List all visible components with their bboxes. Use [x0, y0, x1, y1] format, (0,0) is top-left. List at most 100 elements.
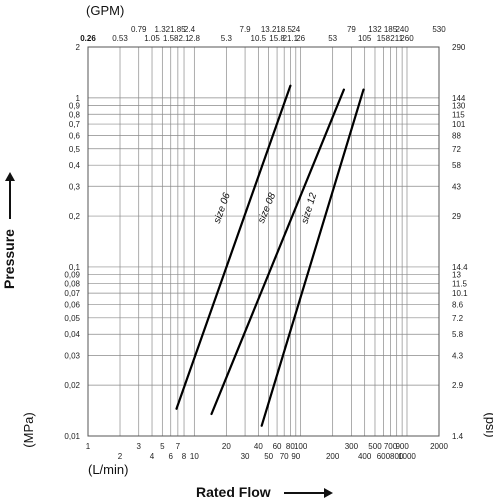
- y-tick-label-mpa: 0,08: [64, 279, 80, 288]
- x-tick-label-lmin: 8: [182, 452, 187, 461]
- x-tick-label-gpm: 18.5: [276, 25, 292, 34]
- y-tick-label-psi: 4.3: [452, 351, 464, 360]
- y-tick-label-psi: 144: [452, 94, 466, 103]
- y-tick-label-mpa: 0,9: [69, 102, 81, 111]
- x-tick-label-lmin: 800: [390, 452, 404, 461]
- y-tick-label-mpa: 0,09: [64, 271, 80, 280]
- y-tick-label-psi: 10.1: [452, 289, 468, 298]
- bottom-unit-label: (L/min): [88, 462, 128, 477]
- x-tick-label-lmin: 900: [395, 442, 409, 451]
- series-line-1: [175, 84, 292, 410]
- y-tick-label-psi: 43: [452, 182, 461, 191]
- plot-area: [88, 47, 439, 436]
- x-tick-label-gpm: 5.3: [221, 34, 233, 43]
- y-tick-label-mpa: 0,6: [69, 131, 81, 140]
- grid-layer: [88, 47, 439, 436]
- x-tick-label-lmin: 3: [137, 442, 142, 451]
- x-tick-label-lmin: 50: [264, 452, 273, 461]
- y-tick-label-psi: 7.2: [452, 314, 464, 323]
- x-tick-label-lmin: 7: [176, 442, 181, 451]
- y-tick-label-mpa: 0,1: [69, 263, 81, 272]
- y-tick-label-mpa: 0,05: [64, 314, 80, 323]
- x-tick-label-gpm: 53: [328, 34, 337, 43]
- y-tick-label-psi: 115: [452, 110, 465, 119]
- x-tick-label-gpm: 26: [296, 34, 305, 43]
- y-tick-label-psi: 8.6: [452, 300, 464, 309]
- left-unit-label: (MPa): [21, 412, 36, 447]
- y-tick-label-mpa: 0,02: [64, 381, 80, 390]
- y-axis-arrow: [5, 172, 15, 219]
- y-tick-label-psi: 14.4: [452, 263, 468, 272]
- x-tick-label-gpm: 105: [358, 34, 372, 43]
- series-line-3: [260, 88, 365, 427]
- x-tick-label-gpm: 24: [291, 25, 300, 34]
- y-tick-label-psi: 1.4: [452, 432, 464, 441]
- y-tick-label-mpa: 0,8: [69, 110, 81, 119]
- y-tick-label-psi: 88: [452, 131, 461, 140]
- y-tick-label-mpa: 0,06: [64, 300, 80, 309]
- x-tick-label-lmin: 30: [241, 452, 250, 461]
- x-tick-label-lmin: 600: [377, 452, 391, 461]
- x-tick-label-gpm: 158: [377, 34, 391, 43]
- x-tick-label-lmin: 60: [273, 442, 282, 451]
- y-tick-label-psi: 58: [452, 161, 461, 170]
- x-tick-label-gpm: 0.79: [131, 25, 147, 34]
- x-tick-label-lmin: 500: [368, 442, 382, 451]
- x-axis-title: Rated Flow: [196, 484, 271, 500]
- y-tick-label-mpa: 0,4: [69, 161, 81, 170]
- x-tick-label-lmin: 400: [358, 452, 372, 461]
- x-tick-label-gpm: 2.1: [178, 34, 190, 43]
- x-tick-label-gpm: 0.26: [80, 34, 96, 43]
- x-tick-label-gpm: 132: [368, 25, 382, 34]
- x-tick-label-gpm: 10.5: [251, 34, 267, 43]
- y-tick-label-mpa: 0,7: [69, 120, 81, 129]
- x-axis-arrow: [284, 488, 333, 498]
- x-tick-label-lmin: 5: [160, 442, 165, 451]
- x-tick-label-gpm: 2.4: [184, 25, 196, 34]
- x-tick-label-gpm: 0.53: [112, 34, 128, 43]
- y-tick-label-psi: 2.9: [452, 381, 464, 390]
- y-tick-label-mpa: 0,5: [69, 145, 81, 154]
- x-tick-label-lmin: 2000: [430, 442, 448, 451]
- x-tick-label-gpm: 211: [390, 34, 403, 43]
- x-tick-label-lmin: 2: [118, 452, 123, 461]
- y-tick-label-psi: 11.5: [452, 279, 468, 288]
- x-tick-label-lmin: 90: [291, 452, 300, 461]
- x-tick-label-gpm: 260: [400, 34, 414, 43]
- y-tick-label-mpa: 0,03: [64, 351, 80, 360]
- y-tick-label-psi: 72: [452, 145, 461, 154]
- x-tick-label-lmin: 10: [190, 452, 199, 461]
- y-tick-label-mpa: 0,04: [64, 330, 80, 339]
- y-tick-label-psi: 130: [452, 102, 466, 111]
- x-tick-label-lmin: 70: [280, 452, 289, 461]
- x-tick-label-lmin: 20: [222, 442, 231, 451]
- x-tick-label-lmin: 300: [345, 442, 359, 451]
- x-tick-label-gpm: 530: [432, 25, 446, 34]
- y-tick-label-mpa: 2: [76, 43, 81, 52]
- x-tick-label-gpm: 1.32: [155, 25, 171, 34]
- y-tick-label-psi: 101: [452, 120, 466, 129]
- x-tick-label-lmin: 1000: [398, 452, 416, 461]
- y-tick-label-psi: 13: [452, 271, 461, 280]
- x-tick-label-lmin: 80: [286, 442, 295, 451]
- x-tick-label-lmin: 4: [150, 452, 155, 461]
- x-tick-label-gpm: 1.05: [144, 34, 160, 43]
- x-tick-label-lmin: 700: [384, 442, 398, 451]
- y-tick-label-mpa: 0,07: [64, 289, 80, 298]
- x-tick-label-gpm: 2.8: [189, 34, 201, 43]
- plot-frame: [87, 46, 440, 437]
- x-tick-label-lmin: 100: [294, 442, 308, 451]
- y-tick-label-mpa: 0,01: [64, 432, 80, 441]
- x-tick-label-gpm: 13.2: [261, 25, 277, 34]
- y-tick-label-mpa: 0,3: [69, 182, 81, 191]
- x-tick-label-gpm: 185: [384, 25, 398, 34]
- x-tick-label-gpm: 1.85: [170, 25, 186, 34]
- x-tick-label-lmin: 40: [254, 442, 263, 451]
- y-tick-label-psi: 29: [452, 212, 461, 221]
- x-tick-label-gpm: 7.9: [240, 25, 252, 34]
- x-tick-label-gpm: 79: [347, 25, 356, 34]
- y-tick-label-mpa: 0,2: [69, 212, 81, 221]
